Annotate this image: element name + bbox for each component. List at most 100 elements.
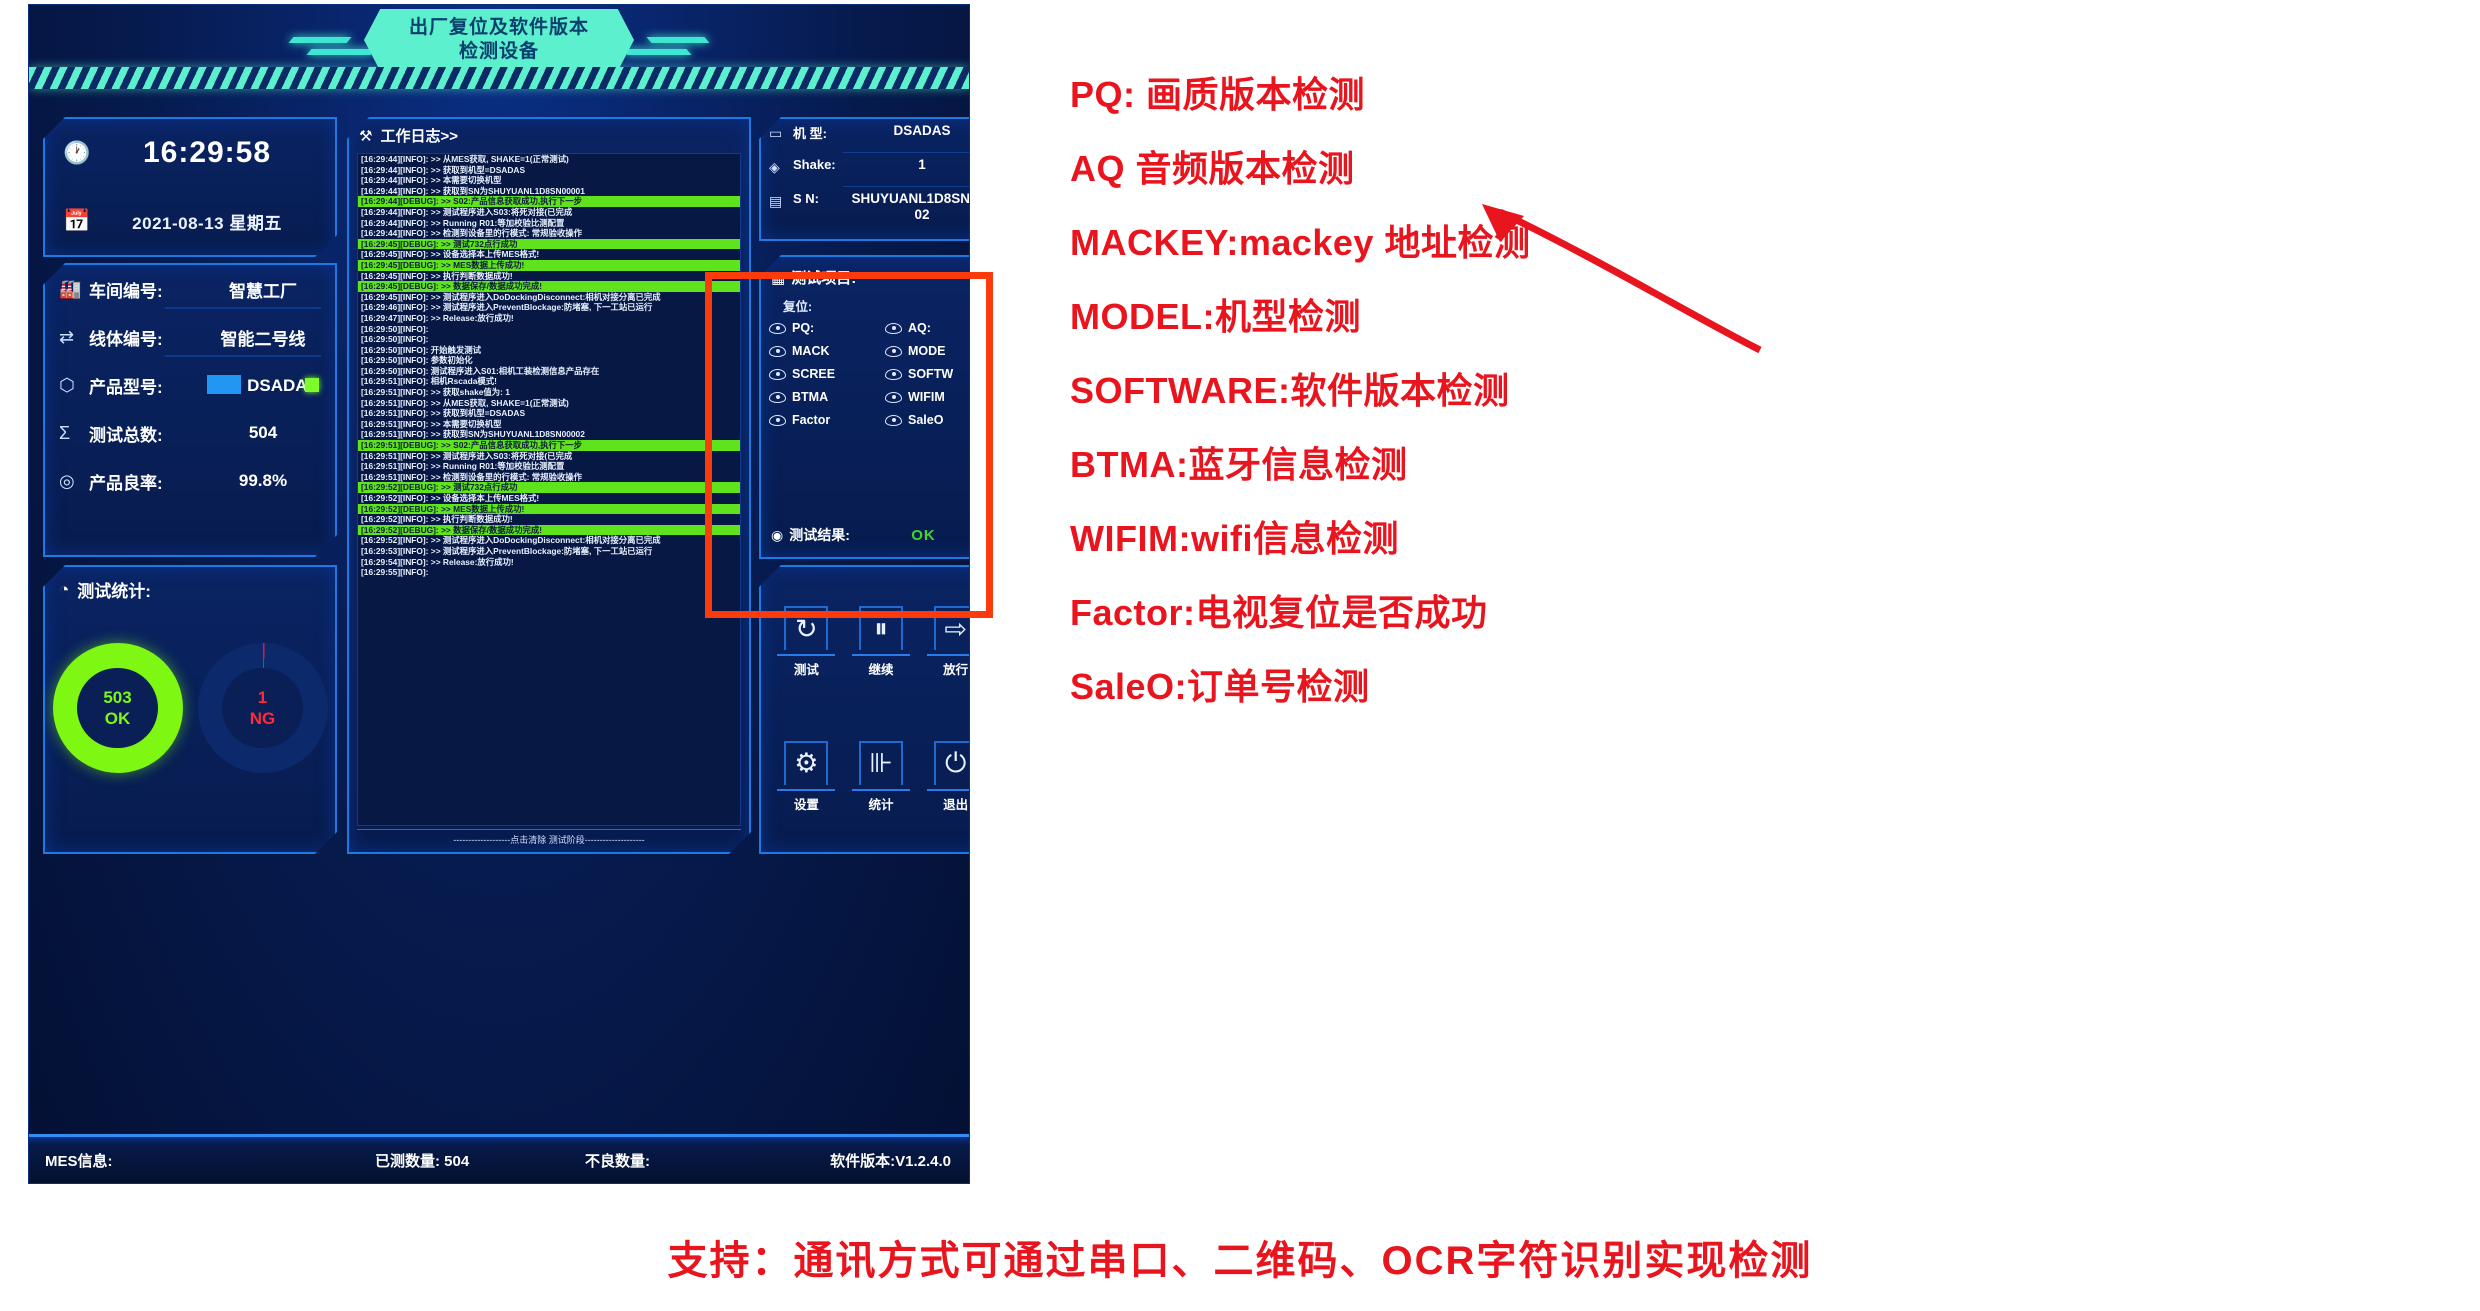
datetime-panel: 🕐 16:29:58 📅 2021-08-13 星期五: [43, 117, 337, 257]
device-info-panel: ▭ 机 型: DSADAS ◈ Shake: 1 ▤ S N: SHUYUANL…: [759, 117, 970, 241]
info-value-model: DSADAS: [205, 375, 321, 396]
test-item-wifim[interactable]: WIFIM: [885, 390, 970, 404]
test-item-label: Factor: [792, 413, 831, 427]
button-label: 测试: [777, 654, 835, 678]
log-line: [16:29:53][INFO]: >> 测试程序进入PreventBlocka…: [361, 545, 653, 556]
log-line: [16:29:50][INFO]:: [361, 334, 429, 345]
tools-icon: ⚒: [359, 127, 373, 145]
model-status-indicator: [305, 378, 319, 392]
log-line: [16:29:52][INFO]: >> 测试程序进入DoDockingDisc…: [361, 535, 661, 546]
grid-icon: ▦: [771, 269, 786, 287]
log-line: [16:29:45][DEBUG]: >> 测试732点行成功: [358, 239, 740, 250]
gear-button[interactable]: ⚙ 设置: [769, 710, 844, 845]
clock-row: 🕐 16:29:58: [45, 119, 335, 187]
info-row-total: Σ 测试总数: 504: [45, 409, 335, 457]
eye-icon[interactable]: [885, 369, 902, 380]
test-item-mode[interactable]: MODE: [885, 344, 970, 358]
test-item-label: SaleO: [908, 413, 944, 427]
log-line: [16:29:47][INFO]: >> Release:放行成功!: [361, 312, 514, 323]
log-line: [16:29:50][INFO]: 参数初始化: [361, 355, 473, 366]
info-value-line: 智能二号线: [220, 329, 306, 349]
test-item-aq[interactable]: AQ:: [885, 321, 970, 335]
log-line: [16:29:44][INFO]: >> 检测到设备里的行模式: 常规验收操作: [361, 228, 583, 239]
statistics-donuts: 503 OK 1 NG: [45, 608, 335, 808]
test-item-scree[interactable]: SCREE: [769, 367, 885, 381]
eye-icon[interactable]: [769, 415, 786, 426]
status-tested-count: 已测数量: 504: [375, 1152, 470, 1170]
log-line: [16:29:50][INFO]: 开始触发测试: [361, 344, 482, 355]
device-value-shake: 1: [918, 157, 926, 172]
test-items-grid: PQ: AQ: MACK MODE SCREE SOFTW BTMA WIFIM Factor S…: [761, 317, 970, 427]
test-item-btma[interactable]: BTMA: [769, 390, 885, 404]
device-value-sn: SHUYUANL1D8SN00002: [851, 191, 970, 222]
pause-button[interactable]: ⏸ 继续: [844, 575, 919, 710]
log-line: [16:29:44][DEBUG]: >> S02:产品信息获取成功,执行下一步: [358, 196, 740, 207]
refresh-button[interactable]: ↻ 测试: [769, 575, 844, 710]
eye-icon[interactable]: [769, 369, 786, 380]
log-footer-clear[interactable]: -------------------点击清除 测试阶段------------…: [357, 829, 741, 848]
eye-icon[interactable]: [885, 323, 902, 334]
log-line: [16:29:45][INFO]: >> 执行判断数据成功!: [361, 270, 513, 281]
test-item-label: PQ:: [792, 321, 815, 335]
log-line: [16:29:44][INFO]: >> 获取到机型=DSADAS: [361, 164, 526, 175]
test-item-label: MACK: [792, 344, 830, 358]
annotation-caption: 支持：通讯方式可通过串口、二维码、OCR字符识别实现检测: [667, 1239, 1813, 1283]
log-title-row: ⚒ 工作日志>>: [349, 119, 749, 150]
model-text: DSADAS: [247, 375, 319, 395]
cube-icon: ⬡: [59, 374, 75, 395]
log-line: [16:29:52][DEBUG]: >> MES数据上传成功!: [358, 504, 740, 515]
log-line: [16:29:52][INFO]: >> 执行判断数据成功!: [361, 514, 513, 525]
info-value-workshop: 智慧工厂: [229, 281, 297, 301]
info-label-line: 线体编号:: [89, 329, 163, 349]
eye-icon[interactable]: [885, 346, 902, 357]
target-icon: ◎: [59, 470, 75, 491]
result-label: 测试结果:: [789, 527, 850, 543]
info-underline: [165, 307, 321, 309]
annotation-note: MACKEY:mackey 地址检测: [1070, 222, 1531, 263]
test-item-pq[interactable]: PQ:: [769, 321, 885, 335]
annotation-arrow-icon: [1482, 204, 1762, 354]
hmi-application-window: 出厂复位及软件版本 检测设备 🕐 16:29:58 📅 2021-08-13 星…: [28, 4, 970, 1184]
device-label-sn: S N:: [793, 191, 819, 206]
log-line: [16:29:55][INFO]:: [361, 567, 429, 578]
current-time: 16:29:58: [142, 136, 272, 169]
power-button[interactable]: ⏻ 退出: [918, 710, 970, 845]
log-line: [16:29:51][INFO]: >> Running R01:等加校验比测配…: [361, 461, 565, 472]
status-mes-info: MES信息:: [45, 1152, 113, 1170]
app-title-line-1: 出厂复位及软件版本: [408, 17, 589, 39]
test-item-label: BTMA: [792, 390, 829, 404]
annotation-note: BTMA:蓝牙信息检测: [1070, 444, 1408, 485]
release-button[interactable]: ⇨ 放行: [918, 575, 970, 710]
eye-icon[interactable]: [769, 346, 786, 357]
test-item-softw[interactable]: SOFTW: [885, 367, 970, 381]
test-item-mack[interactable]: MACK: [769, 344, 885, 358]
ok-label: OK: [104, 709, 131, 728]
shake-icon: ◈: [769, 159, 780, 175]
log-line: [16:29:44][INFO]: >> 获取到SN为SHUYUANL1D8SN…: [361, 185, 585, 196]
test-result-row: ◉ 测试结果: OK: [771, 525, 970, 545]
eye-icon[interactable]: [769, 392, 786, 403]
date-row: 📅 2021-08-13 星期五: [45, 187, 335, 255]
log-output-list[interactable]: [16:29:44][INFO]: >> 从MES获取, SHAKE=1(正常测…: [357, 153, 741, 826]
bar-chart-button[interactable]: ⊪ 统计: [844, 710, 919, 845]
log-line: [16:29:51][INFO]: >> 获取到机型=DSADAS: [361, 408, 526, 419]
eye-icon[interactable]: [885, 392, 902, 403]
gear-icon: ⚙: [784, 741, 828, 785]
log-line: [16:29:44][INFO]: >> 测试程序进入S03:将死对接(已完成: [361, 206, 573, 217]
test-items-panel: ▦ 测试项目: 复位: PQ: AQ: MACK MODE SCREE SOFTW BTMA…: [759, 255, 970, 559]
info-label-model: 产品型号:: [89, 377, 163, 397]
items-title-row: ▦ 测试项目:: [761, 257, 970, 290]
ok-count: 503: [103, 687, 132, 707]
eye-icon[interactable]: [769, 323, 786, 334]
button-label: 继续: [852, 654, 910, 678]
eye-icon[interactable]: [885, 415, 902, 426]
pause-icon: ⏸: [859, 606, 903, 650]
action-buttons-panel: ↻ 测试 ⏸ 继续 ⇨ 放行 ⚙ 设置 ⊪ 统计 ⏻ 退出: [759, 565, 970, 854]
log-line: [16:29:51][INFO]: >> 测试程序进入S03:将死对接(已完成: [361, 450, 573, 461]
button-label: 退出: [927, 789, 970, 813]
info-row-model[interactable]: ⬡ 产品型号: DSADAS: [45, 361, 335, 409]
test-item-saleo[interactable]: SaleO: [885, 413, 970, 427]
test-item-factor[interactable]: Factor: [769, 413, 885, 427]
result-value: OK: [911, 526, 936, 544]
ng-count: 1: [257, 687, 268, 707]
